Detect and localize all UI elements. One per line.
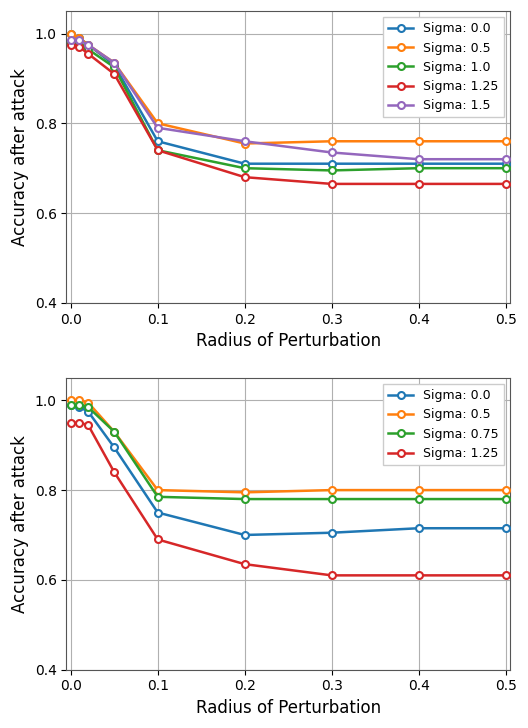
- Sigma: 0.5: (0.3, 0.76): 0.5: (0.3, 0.76): [328, 137, 335, 146]
- Sigma: 1.0: (0.02, 0.965): 1.0: (0.02, 0.965): [85, 45, 91, 54]
- Sigma: 1.25: (0.01, 0.97): 1.25: (0.01, 0.97): [76, 43, 82, 52]
- Sigma: 0.0: (0, 0.99): 0.0: (0, 0.99): [68, 400, 74, 409]
- Line: Sigma: 1.0: Sigma: 1.0: [67, 39, 509, 174]
- Sigma: 0.75: (0.02, 0.985): 0.75: (0.02, 0.985): [85, 403, 91, 411]
- Sigma: 0.0: (0.3, 0.71): 0.0: (0.3, 0.71): [328, 159, 335, 168]
- Sigma: 0.75: (0, 0.99): 0.75: (0, 0.99): [68, 400, 74, 409]
- Sigma: 1.25: (0.02, 0.955): 1.25: (0.02, 0.955): [85, 50, 91, 58]
- Sigma: 1.5: (0.3, 0.735): 1.5: (0.3, 0.735): [328, 148, 335, 157]
- Sigma: 1.25: (0.5, 0.61): 1.25: (0.5, 0.61): [503, 571, 509, 579]
- Sigma: 1.0: (0.05, 0.925): 1.0: (0.05, 0.925): [111, 63, 117, 71]
- Line: Sigma: 0.5: Sigma: 0.5: [67, 30, 509, 147]
- Sigma: 0.0: (0.01, 0.99): 0.0: (0.01, 0.99): [76, 33, 82, 42]
- Sigma: 0.5: (0.1, 0.8): 0.5: (0.1, 0.8): [155, 486, 161, 494]
- Sigma: 1.25: (0.2, 0.68): 1.25: (0.2, 0.68): [241, 173, 248, 181]
- Sigma: 0.0: (0, 1): 0.0: (0, 1): [68, 29, 74, 38]
- Sigma: 1.25: (0.4, 0.665): 1.25: (0.4, 0.665): [416, 180, 422, 189]
- Sigma: 0.5: (0.5, 0.8): 0.5: (0.5, 0.8): [503, 486, 509, 494]
- Sigma: 1.25: (0.3, 0.61): 1.25: (0.3, 0.61): [328, 571, 335, 579]
- Sigma: 0.0: (0.4, 0.71): 0.0: (0.4, 0.71): [416, 159, 422, 168]
- Line: Sigma: 1.25: Sigma: 1.25: [67, 41, 509, 187]
- Sigma: 0.75: (0.2, 0.78): 0.75: (0.2, 0.78): [241, 495, 248, 504]
- Sigma: 1.0: (0.5, 0.7): 1.0: (0.5, 0.7): [503, 164, 509, 173]
- Sigma: 1.5: (0.01, 0.985): 1.5: (0.01, 0.985): [76, 36, 82, 44]
- Y-axis label: Accuracy after attack: Accuracy after attack: [11, 68, 29, 246]
- Sigma: 1.5: (0.5, 0.72): 1.5: (0.5, 0.72): [503, 155, 509, 164]
- Y-axis label: Accuracy after attack: Accuracy after attack: [11, 435, 29, 613]
- Sigma: 1.0: (0.4, 0.7): 1.0: (0.4, 0.7): [416, 164, 422, 173]
- Sigma: 0.5: (0.5, 0.76): 0.5: (0.5, 0.76): [503, 137, 509, 146]
- Sigma: 0.5: (0.01, 1): 0.5: (0.01, 1): [76, 396, 82, 405]
- Sigma: 0.5: (0.3, 0.8): 0.5: (0.3, 0.8): [328, 486, 335, 494]
- Sigma: 0.0: (0.05, 0.93): 0.0: (0.05, 0.93): [111, 60, 117, 69]
- Sigma: 0.5: (0.05, 0.93): 0.5: (0.05, 0.93): [111, 427, 117, 436]
- Sigma: 0.5: (0.2, 0.755): 0.5: (0.2, 0.755): [241, 139, 248, 148]
- Sigma: 1.5: (0.4, 0.72): 1.5: (0.4, 0.72): [416, 155, 422, 164]
- Sigma: 1.25: (0.05, 0.84): 1.25: (0.05, 0.84): [111, 468, 117, 477]
- Sigma: 1.5: (0.02, 0.975): 1.5: (0.02, 0.975): [85, 40, 91, 49]
- Sigma: 0.75: (0.1, 0.785): 0.75: (0.1, 0.785): [155, 492, 161, 501]
- Sigma: 0.0: (0.02, 0.975): 0.0: (0.02, 0.975): [85, 407, 91, 416]
- Sigma: 0.0: (0.2, 0.7): 0.0: (0.2, 0.7): [241, 531, 248, 539]
- Sigma: 0.5: (0.05, 0.935): 0.5: (0.05, 0.935): [111, 58, 117, 67]
- Sigma: 1.25: (0, 0.95): 1.25: (0, 0.95): [68, 419, 74, 427]
- Sigma: 0.5: (0, 1): 0.5: (0, 1): [68, 396, 74, 405]
- Sigma: 1.0: (0.01, 0.975): 1.0: (0.01, 0.975): [76, 40, 82, 49]
- Legend: Sigma: 0.0, Sigma: 0.5, Sigma: 1.0, Sigma: 1.25, Sigma: 1.5: Sigma: 0.0, Sigma: 0.5, Sigma: 1.0, Sigm…: [383, 17, 504, 117]
- Sigma: 0.75: (0.4, 0.78): 0.75: (0.4, 0.78): [416, 495, 422, 504]
- Sigma: 1.25: (0.05, 0.91): 1.25: (0.05, 0.91): [111, 70, 117, 79]
- Sigma: 1.0: (0.1, 0.74): 1.0: (0.1, 0.74): [155, 146, 161, 154]
- Sigma: 0.5: (0.4, 0.8): 0.5: (0.4, 0.8): [416, 486, 422, 494]
- Sigma: 1.25: (0.1, 0.74): 1.25: (0.1, 0.74): [155, 146, 161, 154]
- Sigma: 0.5: (0.2, 0.795): 0.5: (0.2, 0.795): [241, 488, 248, 496]
- Sigma: 1.25: (0.5, 0.665): 1.25: (0.5, 0.665): [503, 180, 509, 189]
- Line: Sigma: 0.5: Sigma: 0.5: [67, 397, 509, 496]
- Sigma: 1.5: (0.05, 0.935): 1.5: (0.05, 0.935): [111, 58, 117, 67]
- Sigma: 1.25: (0.3, 0.665): 1.25: (0.3, 0.665): [328, 180, 335, 189]
- Sigma: 0.0: (0.01, 0.985): 0.0: (0.01, 0.985): [76, 403, 82, 411]
- Line: Sigma: 0.75: Sigma: 0.75: [67, 401, 509, 502]
- X-axis label: Radius of Perturbation: Radius of Perturbation: [195, 699, 381, 717]
- Sigma: 1.25: (0.02, 0.945): 1.25: (0.02, 0.945): [85, 421, 91, 430]
- Line: Sigma: 1.5: Sigma: 1.5: [67, 37, 509, 162]
- Sigma: 1.25: (0.1, 0.69): 1.25: (0.1, 0.69): [155, 535, 161, 544]
- Sigma: 1.0: (0, 0.98): 1.0: (0, 0.98): [68, 38, 74, 47]
- Line: Sigma: 1.25: Sigma: 1.25: [67, 419, 509, 579]
- Sigma: 0.5: (0, 1): 0.5: (0, 1): [68, 29, 74, 38]
- Sigma: 1.25: (0.01, 0.95): 1.25: (0.01, 0.95): [76, 419, 82, 427]
- Sigma: 0.5: (0.4, 0.76): 0.5: (0.4, 0.76): [416, 137, 422, 146]
- Sigma: 1.25: (0, 0.975): 1.25: (0, 0.975): [68, 40, 74, 49]
- Sigma: 0.0: (0.02, 0.975): 0.0: (0.02, 0.975): [85, 40, 91, 49]
- Sigma: 0.0: (0.5, 0.715): 0.0: (0.5, 0.715): [503, 524, 509, 533]
- Sigma: 1.0: (0.3, 0.695): 1.0: (0.3, 0.695): [328, 166, 335, 175]
- Sigma: 1.5: (0.2, 0.76): 1.5: (0.2, 0.76): [241, 137, 248, 146]
- Sigma: 0.5: (0.01, 0.99): 0.5: (0.01, 0.99): [76, 33, 82, 42]
- Sigma: 0.0: (0.4, 0.715): 0.0: (0.4, 0.715): [416, 524, 422, 533]
- Sigma: 0.5: (0.02, 0.995): 0.5: (0.02, 0.995): [85, 398, 91, 407]
- Sigma: 0.0: (0.5, 0.71): 0.0: (0.5, 0.71): [503, 159, 509, 168]
- Sigma: 0.0: (0.3, 0.705): 0.0: (0.3, 0.705): [328, 529, 335, 537]
- Sigma: 0.5: (0.02, 0.975): 0.5: (0.02, 0.975): [85, 40, 91, 49]
- Sigma: 0.0: (0.1, 0.75): 0.0: (0.1, 0.75): [155, 508, 161, 517]
- Line: Sigma: 0.0: Sigma: 0.0: [67, 401, 509, 539]
- Legend: Sigma: 0.0, Sigma: 0.5, Sigma: 0.75, Sigma: 1.25: Sigma: 0.0, Sigma: 0.5, Sigma: 0.75, Sig…: [383, 384, 504, 465]
- Sigma: 0.0: (0.1, 0.76): 0.0: (0.1, 0.76): [155, 137, 161, 146]
- Sigma: 0.0: (0.2, 0.71): 0.0: (0.2, 0.71): [241, 159, 248, 168]
- Sigma: 0.75: (0.01, 0.99): 0.75: (0.01, 0.99): [76, 400, 82, 409]
- X-axis label: Radius of Perturbation: Radius of Perturbation: [195, 332, 381, 350]
- Sigma: 1.25: (0.2, 0.635): 1.25: (0.2, 0.635): [241, 560, 248, 569]
- Sigma: 0.75: (0.05, 0.93): 0.75: (0.05, 0.93): [111, 427, 117, 436]
- Sigma: 1.25: (0.4, 0.61): 1.25: (0.4, 0.61): [416, 571, 422, 579]
- Sigma: 0.0: (0.05, 0.895): 0.0: (0.05, 0.895): [111, 443, 117, 452]
- Sigma: 1.5: (0, 0.985): 1.5: (0, 0.985): [68, 36, 74, 44]
- Sigma: 1.5: (0.1, 0.79): 1.5: (0.1, 0.79): [155, 124, 161, 132]
- Sigma: 0.5: (0.1, 0.8): 0.5: (0.1, 0.8): [155, 119, 161, 127]
- Line: Sigma: 0.0: Sigma: 0.0: [67, 30, 509, 167]
- Sigma: 0.75: (0.5, 0.78): 0.75: (0.5, 0.78): [503, 495, 509, 504]
- Sigma: 1.0: (0.2, 0.7): 1.0: (0.2, 0.7): [241, 164, 248, 173]
- Sigma: 0.75: (0.3, 0.78): 0.75: (0.3, 0.78): [328, 495, 335, 504]
